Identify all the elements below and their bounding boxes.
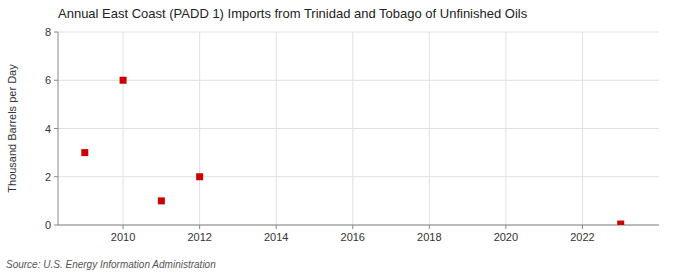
y-tick — [54, 176, 58, 177]
x-grid-line — [429, 32, 430, 225]
x-tick — [582, 225, 583, 229]
point — [196, 173, 203, 180]
y-tick-label: 0 — [45, 219, 51, 231]
point — [120, 77, 127, 84]
point — [81, 149, 88, 156]
x-tick — [505, 225, 506, 229]
x-tick — [276, 225, 277, 229]
y-tick — [54, 80, 58, 81]
x-tick — [199, 225, 200, 229]
x-tick — [352, 225, 353, 229]
y-axis-label: Thousand Barrels per Day — [6, 64, 18, 193]
point — [617, 221, 624, 225]
y-grid-line — [58, 128, 659, 129]
y-tick — [54, 32, 58, 33]
x-grid-line — [582, 32, 583, 225]
x-tick-label: 2018 — [417, 231, 441, 243]
y-grid-line — [58, 176, 659, 177]
x-tick-label: 2022 — [570, 231, 594, 243]
x-grid-line — [276, 32, 277, 225]
y-grid-line — [58, 32, 659, 33]
chart-container: 2010 2012 2014 2016 2018 2020 2022 0 2 4 6 8 Annual … — [0, 0, 675, 275]
y-tick — [54, 128, 58, 129]
x-tick-label: 2016 — [341, 231, 365, 243]
y-tick-label: 8 — [45, 26, 51, 38]
chart: 2010 2012 2014 2016 2018 2020 2022 0 2 4 6 8 Annual … — [0, 0, 675, 275]
x-tick-label: 2014 — [264, 231, 288, 243]
x-tick-label: 2020 — [494, 231, 518, 243]
x-grid-line — [505, 32, 506, 225]
y-tick-label: 4 — [45, 123, 51, 135]
grid — [58, 32, 659, 225]
y-tick-label: 6 — [45, 74, 51, 86]
point — [158, 197, 165, 204]
y-grid-line — [58, 80, 659, 81]
x-axis-line — [58, 225, 659, 226]
x-tick — [429, 225, 430, 229]
x-tick-label: 2012 — [187, 231, 211, 243]
x-grid-line — [199, 32, 200, 225]
title: Annual East Coast (PADD 1) Imports from … — [58, 6, 528, 21]
data-points — [81, 77, 624, 225]
x-tick — [123, 225, 124, 229]
y-tick-label: 2 — [45, 171, 51, 183]
x-grid-line — [352, 32, 353, 225]
y-grid-line — [58, 225, 659, 226]
x-tick-label: 2010 — [111, 231, 135, 243]
y-tick — [54, 225, 58, 226]
source-note: Source: U.S. Energy Information Administ… — [6, 259, 216, 270]
x-grid-line — [123, 32, 124, 225]
